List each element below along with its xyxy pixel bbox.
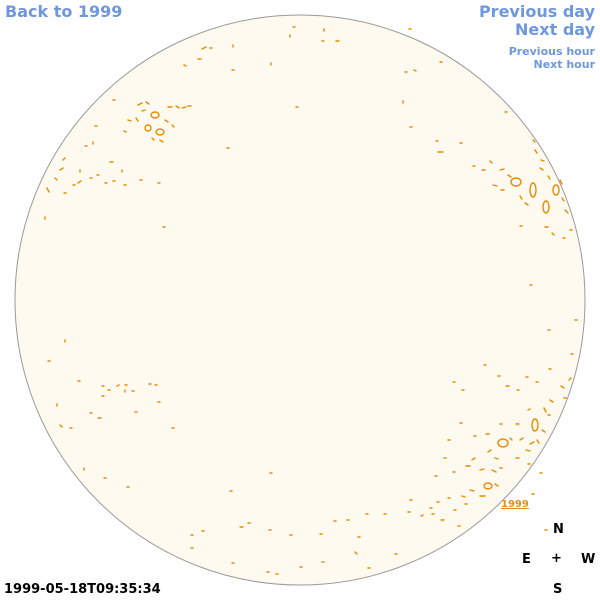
- compass-south: S: [553, 582, 563, 597]
- magnetic-contours: [44, 26, 578, 575]
- previous-day-link[interactable]: Previous day: [478, 2, 595, 21]
- compass-west: W: [581, 552, 596, 567]
- year-overlay-label[interactable]: 1999: [501, 499, 529, 510]
- solar-disk: [14, 14, 586, 586]
- compass-east: E: [522, 552, 531, 567]
- compass-north: N: [553, 522, 564, 537]
- compass-center: +: [551, 551, 562, 566]
- observation-timestamp: 1999-05-18T09:35:34: [4, 582, 161, 597]
- back-to-year-link[interactable]: Back to 1999: [5, 2, 123, 21]
- next-hour-link[interactable]: Next hour: [533, 58, 596, 71]
- next-day-link[interactable]: Next day: [515, 20, 595, 39]
- previous-hour-link[interactable]: Previous hour: [508, 45, 595, 58]
